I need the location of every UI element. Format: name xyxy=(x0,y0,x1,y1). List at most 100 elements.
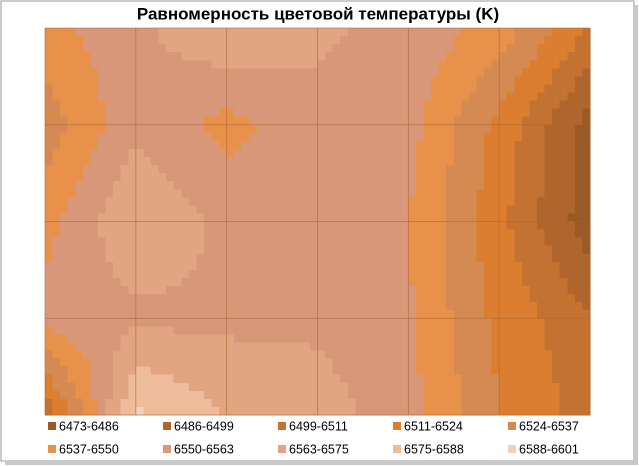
contour-cell xyxy=(423,100,432,110)
contour-cell xyxy=(552,253,561,263)
contour-cell xyxy=(256,181,266,190)
contour-cell xyxy=(438,68,447,77)
contour-cell xyxy=(582,286,591,295)
contour-cell xyxy=(294,108,303,118)
contour-cell xyxy=(150,286,160,295)
contour-cell xyxy=(415,132,425,142)
contour-cell xyxy=(158,253,167,263)
contour-cell xyxy=(378,398,387,408)
contour-cell xyxy=(143,205,152,215)
contour-cell xyxy=(423,92,432,102)
contour-cell xyxy=(582,334,591,344)
contour-cell xyxy=(173,406,182,416)
contour-cell xyxy=(52,261,61,271)
contour-cell xyxy=(264,76,273,86)
contour-cell xyxy=(552,269,561,279)
contour-cell xyxy=(499,181,508,190)
contour-cell xyxy=(264,189,273,198)
contour-cell xyxy=(294,28,303,37)
contour-cell xyxy=(264,36,273,45)
contour-cell xyxy=(211,269,220,279)
contour-cell xyxy=(340,84,349,94)
contour-cell xyxy=(423,302,432,311)
contour-cell xyxy=(484,44,493,53)
contour-cell xyxy=(559,165,568,174)
contour-cell xyxy=(150,148,160,158)
contour-cell xyxy=(574,286,584,295)
contour-cell xyxy=(211,390,220,400)
contour-cell xyxy=(567,44,576,53)
contour-cell xyxy=(552,132,561,142)
contour-cell xyxy=(514,302,523,311)
contour-cell xyxy=(234,173,243,182)
contour-cell xyxy=(499,382,508,392)
contour-cell xyxy=(340,116,349,126)
contour-cell xyxy=(370,245,379,255)
contour-cell xyxy=(340,318,349,327)
contour-cell xyxy=(362,326,372,335)
contour-cell xyxy=(415,221,425,231)
contour-cell xyxy=(287,140,296,150)
contour-cell xyxy=(52,342,61,352)
contour-cell xyxy=(378,76,387,86)
contour-cell xyxy=(173,261,182,271)
contour-cell xyxy=(75,366,84,376)
contour-cell xyxy=(241,382,250,392)
contour-cell xyxy=(415,398,425,408)
contour-cell xyxy=(45,302,54,311)
contour-cell xyxy=(582,261,591,271)
contour-cell xyxy=(302,366,311,376)
contour-cell xyxy=(105,197,114,206)
contour-cell xyxy=(484,398,493,408)
contour-cell xyxy=(521,148,531,158)
contour-cell xyxy=(499,318,508,327)
contour-cell xyxy=(582,382,591,392)
contour-cell xyxy=(82,245,92,255)
contour-cell xyxy=(113,269,122,279)
contour-cell xyxy=(521,277,531,287)
contour-cell xyxy=(75,189,84,198)
contour-cell xyxy=(249,245,258,255)
contour-cell xyxy=(166,342,175,352)
contour-cell xyxy=(67,181,76,190)
contour-cell xyxy=(468,398,478,408)
contour-cell xyxy=(120,92,129,102)
contour-cell xyxy=(340,350,349,360)
contour-cell xyxy=(211,165,220,174)
contour-cell xyxy=(355,108,364,118)
contour-cell xyxy=(150,140,160,150)
contour-cell xyxy=(446,318,455,327)
contour-cell xyxy=(461,140,470,150)
contour-cell xyxy=(211,277,220,287)
contour-cell xyxy=(400,84,409,94)
contour-cell xyxy=(484,390,493,400)
contour-cell xyxy=(317,334,326,344)
contour-cell xyxy=(325,269,334,279)
contour-cell xyxy=(128,197,137,206)
contour-cell xyxy=(446,390,455,400)
contour-cell xyxy=(294,310,303,319)
contour-cell xyxy=(559,60,568,69)
contour-cell xyxy=(446,124,455,134)
contour-cell xyxy=(453,100,462,110)
contour-cell xyxy=(219,108,228,118)
contour-cell xyxy=(400,382,409,392)
contour-cell xyxy=(234,326,243,335)
contour-cell xyxy=(97,124,107,134)
contour-cell xyxy=(211,52,220,61)
contour-cell xyxy=(476,116,485,126)
contour-cell xyxy=(355,277,364,287)
contour-cell xyxy=(574,342,584,352)
contour-cell xyxy=(574,157,584,166)
contour-cell xyxy=(219,406,228,416)
contour-cell xyxy=(468,261,478,271)
contour-cell xyxy=(211,318,220,327)
contour-cell xyxy=(529,342,538,352)
contour-cell xyxy=(135,277,145,287)
contour-cell xyxy=(362,261,372,271)
contour-cell xyxy=(415,406,425,416)
contour-cell xyxy=(82,108,92,118)
contour-cell xyxy=(325,100,334,110)
contour-cell xyxy=(529,334,538,344)
contour-cell xyxy=(484,269,493,279)
